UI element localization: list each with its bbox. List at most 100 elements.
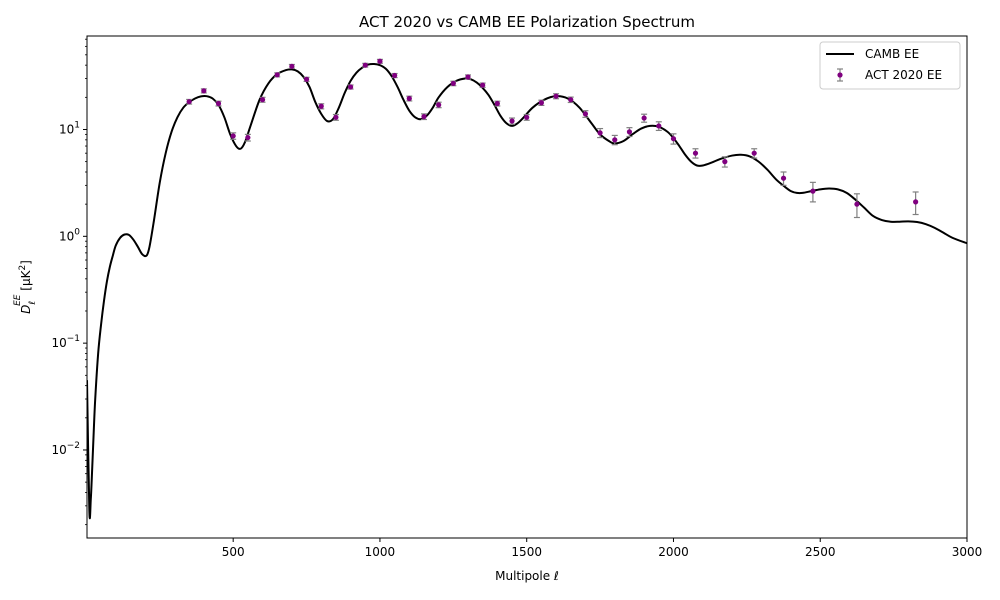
data-marker	[626, 129, 633, 135]
x-tick-label: 2500	[805, 545, 836, 559]
legend-box	[819, 41, 961, 90]
act-ee-data-point	[751, 148, 758, 159]
data-marker	[347, 84, 354, 90]
data-marker	[303, 76, 310, 82]
data-marker	[553, 93, 559, 99]
y-axis-label: Dℓ EE [μK2]	[13, 260, 38, 314]
act-ee-data-point	[692, 148, 699, 159]
data-marker	[406, 95, 412, 102]
data-marker	[333, 114, 339, 120]
act-ee-data-point	[230, 132, 237, 140]
data-layer	[87, 58, 967, 520]
legend-label-act-2020-ee: ACT 2020 EE	[865, 68, 942, 82]
act-ee-data-point	[626, 127, 633, 138]
y-label-sub: ℓ	[28, 301, 38, 306]
data-marker	[810, 188, 816, 194]
act-ee-data-point	[809, 181, 816, 203]
act-ee-data-point	[582, 110, 589, 118]
data-marker	[854, 201, 860, 207]
act-ee-data-point	[420, 113, 427, 121]
act-ee-data-point	[215, 100, 222, 107]
act-ee-data-point	[288, 63, 295, 69]
data-marker	[230, 133, 236, 139]
data-marker	[612, 137, 618, 143]
legend: CAMB EE ACT 2020 EE	[819, 41, 961, 90]
x-tick-label: 1500	[511, 545, 542, 559]
legend-label-camb-ee: CAMB EE	[865, 47, 919, 61]
act-ee-data-point	[494, 100, 501, 107]
act-ee-data-point	[318, 103, 325, 110]
act-ee-data-point	[406, 95, 413, 102]
act-ee-data-point	[274, 72, 281, 78]
data-marker	[421, 114, 427, 120]
data-marker	[568, 97, 574, 103]
act-ee-data-point	[391, 72, 398, 79]
x-tick-label: 2000	[658, 545, 689, 559]
data-marker	[362, 62, 368, 68]
act-ee-data-point	[853, 193, 860, 219]
act-ee-data-point	[523, 113, 530, 121]
legend-swatch-act-2020-ee	[837, 68, 843, 82]
data-marker	[392, 72, 398, 79]
camb-ee-line	[87, 62, 967, 520]
y-label-sup: EE	[13, 294, 23, 306]
data-marker	[780, 175, 787, 181]
x-tick-label: 1000	[365, 545, 396, 559]
act-ee-data-point	[450, 80, 457, 87]
act-ee-data-point	[567, 96, 574, 104]
x-tick-label: 3000	[952, 545, 983, 559]
data-marker	[274, 72, 280, 78]
act-ee-data-point	[538, 99, 545, 107]
data-marker	[480, 82, 486, 88]
data-marker	[186, 99, 192, 105]
data-marker	[450, 80, 456, 87]
y-axis: 10−2 10−1 100 101	[51, 38, 87, 526]
act-ee-data-point	[347, 84, 354, 90]
act-ee-data-point	[670, 133, 677, 145]
act-ee-data-point	[362, 62, 369, 68]
data-marker	[215, 100, 222, 107]
act-ee-data-point	[597, 127, 604, 139]
y-tick-label: 101	[59, 120, 80, 136]
y-tick-label: 10−2	[51, 441, 80, 457]
act-ee-data-point	[303, 76, 310, 82]
x-axis-label: Multipole ℓ	[495, 569, 559, 583]
data-marker	[201, 88, 207, 94]
data-marker	[245, 134, 251, 141]
x-axis: 500 1000 1500 2000 2500 3000	[222, 538, 983, 559]
act-ee-data-point	[259, 96, 266, 103]
act-ee-data-point	[200, 88, 207, 94]
data-marker	[751, 150, 757, 156]
data-marker	[259, 97, 266, 103]
act-ee-data-point	[611, 134, 618, 146]
data-marker	[465, 74, 471, 80]
data-marker	[377, 58, 383, 64]
act-ee-data-point	[465, 74, 472, 80]
data-marker	[582, 111, 589, 117]
y-tick-label: 10−1	[51, 334, 80, 350]
act-ee-data-point	[780, 171, 787, 186]
data-marker	[670, 136, 677, 142]
act-ee-data-point	[186, 98, 193, 105]
data-marker	[913, 199, 919, 205]
data-marker	[641, 115, 647, 121]
act-ee-data-point	[244, 133, 251, 142]
chart-title: ACT 2020 vs CAMB EE Polarization Spectru…	[359, 13, 695, 31]
data-marker	[494, 100, 500, 107]
act-ee-data-point	[509, 117, 516, 125]
data-marker	[318, 103, 324, 109]
y-tick-label: 100	[59, 227, 80, 243]
data-marker	[597, 130, 603, 136]
act-ee-data-point	[332, 113, 339, 121]
act-ee-data-point	[655, 121, 662, 132]
data-marker	[436, 102, 442, 108]
y-label-unit-sup: 2	[18, 265, 28, 271]
data-marker	[289, 63, 295, 69]
act-ee-data-point	[641, 113, 648, 123]
y-label-unit-close: ]	[19, 260, 33, 265]
act-ee-data-point	[721, 156, 728, 168]
y-label-unit-open: [μK	[19, 269, 33, 294]
data-marker	[524, 114, 530, 120]
plot-frame	[86, 35, 968, 539]
